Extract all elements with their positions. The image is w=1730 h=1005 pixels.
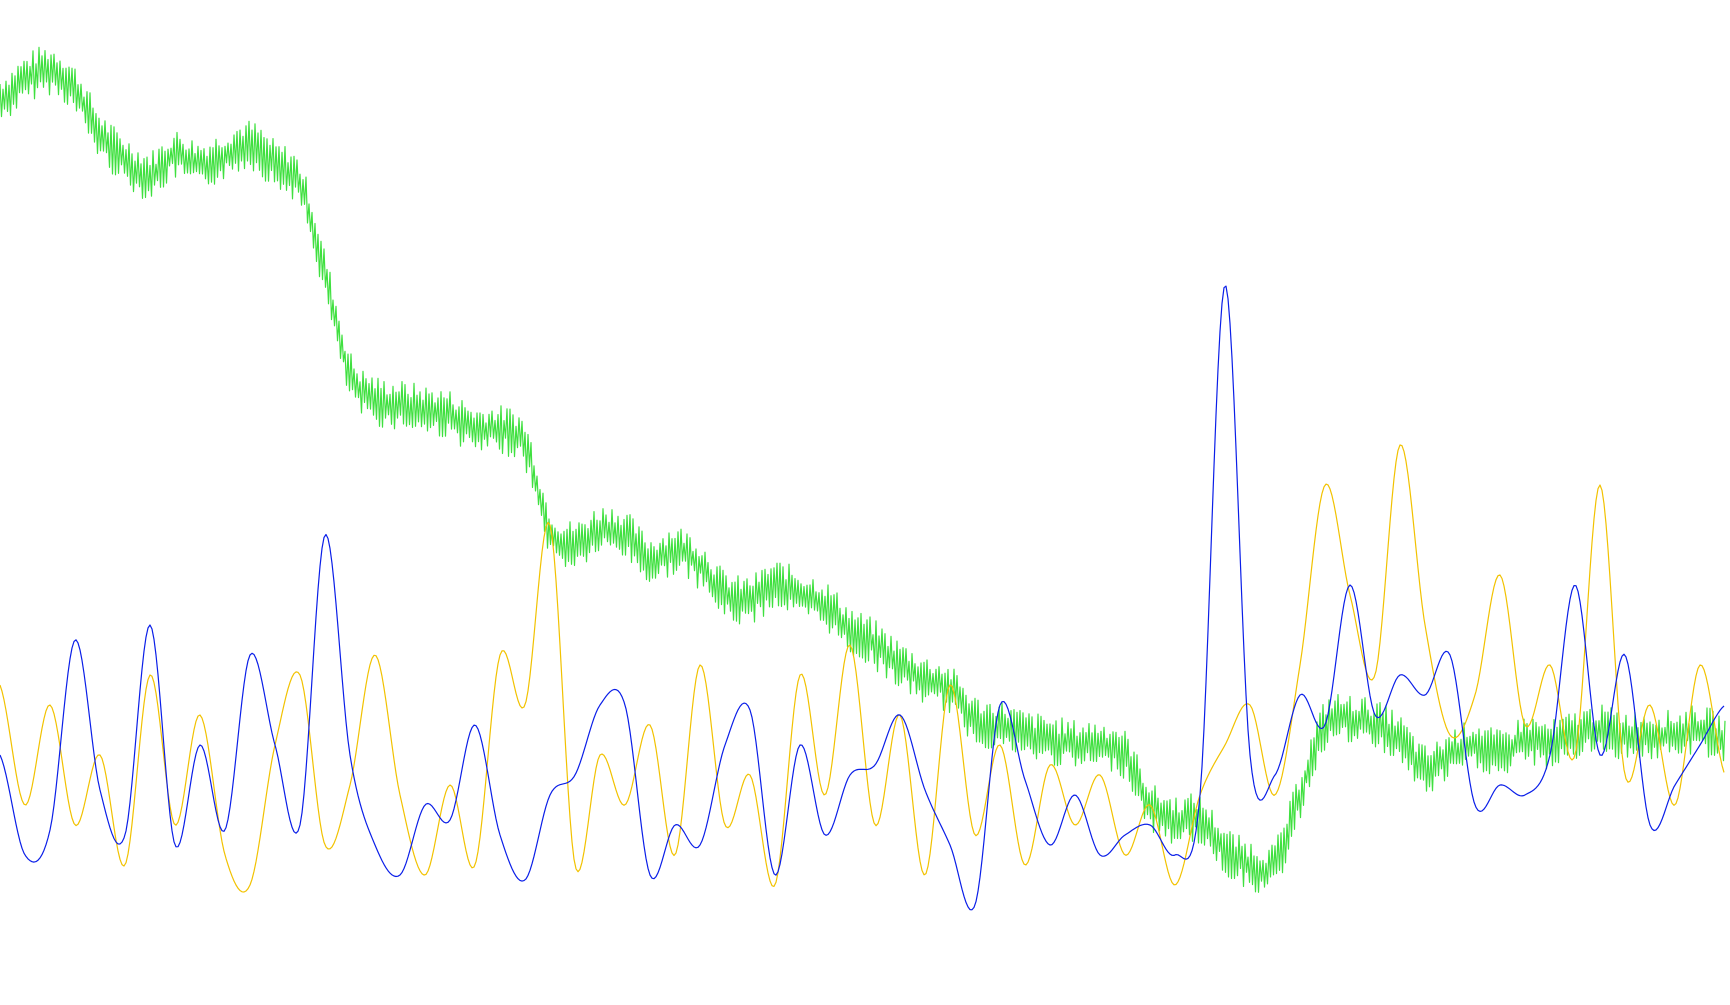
series-line-blue <box>0 285 1725 911</box>
series-line-green <box>0 46 1726 893</box>
series-line-yellow <box>0 444 1725 893</box>
series-layer <box>0 46 1726 911</box>
